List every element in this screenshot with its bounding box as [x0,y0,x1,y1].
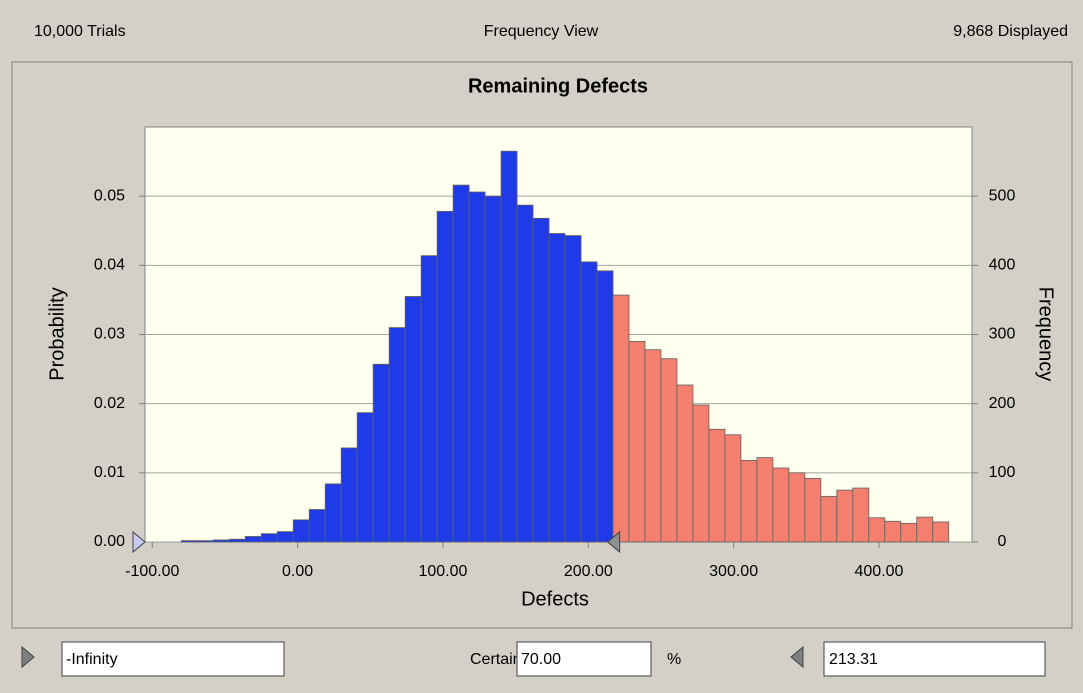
chart-title: Remaining Defects [468,75,648,97]
y2-tick-label: 400 [989,257,1016,274]
bar [468,191,486,543]
bar [644,349,662,543]
bar [628,341,646,543]
upper-field[interactable] [823,641,1046,677]
bar [596,270,614,543]
y-tick-label: 0.05 [94,187,125,204]
x-tick-label: 0.00 [282,563,313,580]
y-axis-label: Probability [46,287,68,380]
upper-value: 213.31 [829,651,878,668]
bar [308,509,326,543]
bar [580,261,598,543]
y-tick-label: 0.02 [94,395,125,412]
bar [820,495,838,543]
x-tick-label: 200.00 [564,563,613,580]
y2-tick-label: 100 [989,464,1016,481]
bar [868,517,886,543]
bar [388,327,406,543]
bar [180,540,198,543]
bar [404,296,422,543]
certainty-field[interactable] [516,641,652,677]
bar [900,522,918,543]
lower-arrow[interactable] [21,645,35,669]
y-tick-label: 0.04 [94,257,125,274]
bar [692,404,710,543]
bar [244,536,262,543]
bar [228,538,246,543]
upper-arrow[interactable] [790,645,804,669]
y-tick-label: 0.01 [94,464,125,481]
x-tick-label: 100.00 [418,563,467,580]
y2-tick-label: 500 [989,187,1016,204]
y2-tick-label: 0 [998,533,1007,550]
bar [724,434,742,543]
y-tick-label: 0.00 [94,533,125,550]
bar [436,210,454,543]
bar [196,540,214,543]
y2-axis-label: Frequency [1035,287,1057,382]
bar [548,233,566,543]
bar [884,520,902,543]
bar [260,533,278,543]
bar [500,150,518,543]
bar [484,195,502,543]
displayed: 9,868 Displayed [953,23,1068,40]
x-tick-label: 300.00 [709,563,758,580]
bar [660,358,678,543]
bar [372,363,390,543]
bar [804,477,822,543]
trials: 10,000 Trials [34,23,126,40]
x-tick-label: 400.00 [855,563,904,580]
bar [676,384,694,543]
bar [932,521,950,543]
bar [516,204,534,543]
bar [836,489,854,543]
x-tick-label: -100.00 [125,563,179,580]
bar [532,217,550,543]
y-tick-label: 0.03 [94,326,125,343]
lower-field[interactable] [61,641,285,677]
bar [612,294,630,543]
x-axis-label: Defects [521,588,589,610]
certainty-value: 70.00 [521,651,561,668]
lower-marker [132,530,146,554]
bar [212,539,230,543]
y2-tick-label: 300 [989,326,1016,343]
lower-value: -Infinity [66,651,118,668]
y2-tick-label: 200 [989,395,1016,412]
view-name: Frequency View [484,23,599,40]
bar [356,412,374,543]
bar [452,184,470,543]
bar [324,483,342,543]
plot: 0.00 0.01 0.02 0.03 0.04 0.05 0 100 200 300 400 500… [94,126,1016,580]
bar [788,472,806,543]
percent-sign: % [667,651,681,668]
bar [708,428,726,543]
bar [564,235,582,543]
bar [292,519,310,543]
bar [916,516,934,543]
bar [852,487,870,543]
bar [420,255,438,543]
bar [740,459,758,543]
bar [756,457,774,543]
bar [772,467,790,543]
bar [340,447,358,543]
bar [276,531,294,543]
upper-marker [606,530,621,554]
